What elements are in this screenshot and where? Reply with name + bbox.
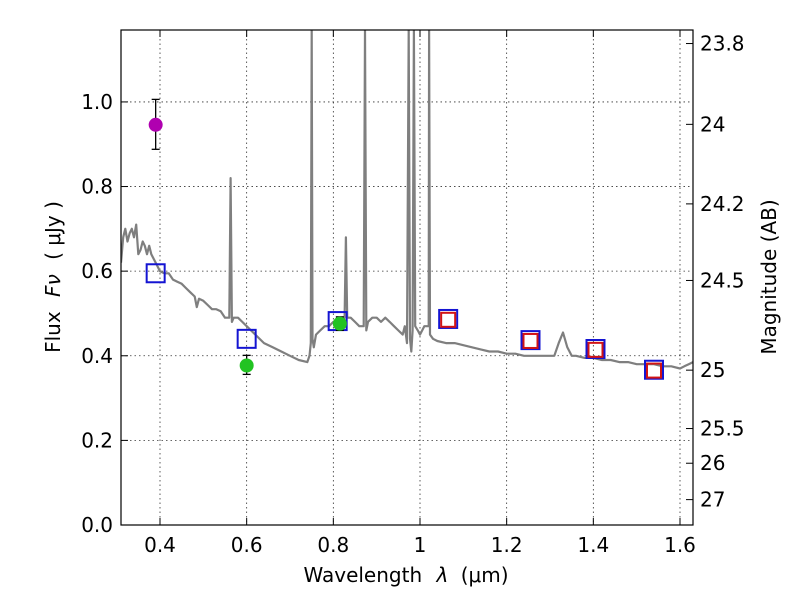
blue-square-1	[236, 328, 257, 349]
y-tick-label-4: 0.8	[81, 175, 113, 199]
green-point-1	[332, 316, 347, 331]
y2-tick-label-1: 24	[700, 112, 725, 136]
y2-tick-label-4: 25	[700, 358, 725, 382]
red-square-0	[440, 311, 457, 328]
y2-tick-label-7: 27	[700, 488, 725, 512]
x-tick-label-5: 1.4	[577, 533, 609, 557]
axes: 0.4 0.6 0.8 1 1.2 1.4 1.6 0.0 0.2 0.4 0.6 0.8 1.0 23.…	[81, 30, 745, 557]
purple-point-0	[148, 117, 163, 132]
blue-square-4	[520, 330, 541, 351]
green-point-0	[239, 358, 254, 373]
y2-tick-label-0: 23.8	[700, 32, 745, 56]
y-tick-label-2: 0.4	[81, 344, 113, 368]
red-square-3	[646, 362, 662, 379]
y-axis-label-symbol: Fν	[41, 274, 65, 297]
x-tick-label-2: 0.8	[317, 533, 349, 557]
blue-square-6	[644, 359, 664, 380]
plot-frame	[120, 29, 694, 526]
x-axis-label-unit: (μm)	[461, 563, 509, 587]
x-tick-label-0: 0.4	[144, 533, 176, 557]
y-axis-label-text: Flux	[41, 311, 65, 353]
red-square-1	[522, 332, 539, 349]
y2-tick-label-6: 26	[700, 451, 725, 475]
y-tick-label-3: 0.6	[81, 259, 113, 283]
x-axis-label-symbol: λ	[436, 563, 449, 587]
grid	[121, 30, 693, 526]
sed-line	[121, 30, 693, 370]
y2-tick-label-2: 24.2	[700, 192, 745, 216]
y-tick-label-0: 0.0	[81, 513, 113, 537]
x-tick-label-4: 1.2	[491, 533, 523, 557]
blue-square-5	[585, 339, 606, 359]
x-tick-label-1: 0.6	[231, 533, 263, 557]
y2-axis-label: Magnitude (AB)	[757, 199, 781, 354]
x-tick-label-6: 1.6	[664, 533, 696, 557]
x-tick-label-3: 1	[414, 533, 427, 557]
red-square-2	[587, 341, 604, 358]
y2-tick-label-5: 25.5	[700, 417, 745, 441]
y-axis-label-unit: ( μJy )	[41, 201, 65, 260]
plot-area	[121, 30, 693, 380]
blue-square-0	[145, 263, 166, 284]
blue-square-3	[438, 308, 459, 329]
x-axis-label-text: Wavelength	[303, 563, 422, 587]
y2-tick-label-3: 24.5	[700, 268, 745, 292]
y-tick-label-1: 0.2	[81, 428, 113, 452]
x-axis-label: Wavelength λ (μm)	[303, 563, 508, 587]
y-tick-label-5: 1.0	[81, 90, 113, 114]
y-axis-label: Flux Fν ( μJy )	[41, 201, 65, 353]
